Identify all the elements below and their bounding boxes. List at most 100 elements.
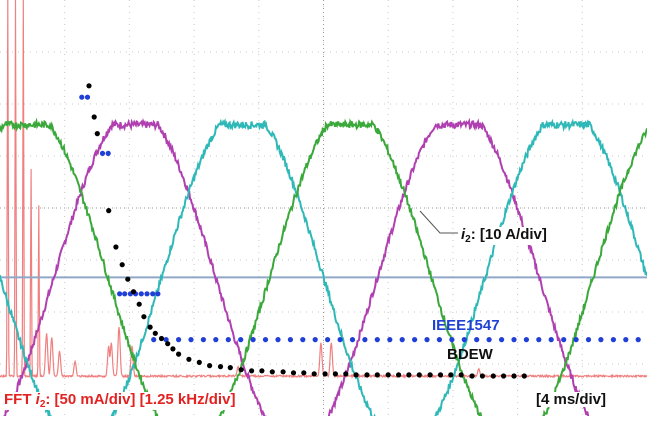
bdew-point [207,363,213,369]
ieee1547-point [461,337,467,343]
ieee1547-point [635,337,641,343]
bdew-point [130,289,137,295]
bdew-point [501,373,507,379]
ieee1547-point [362,337,368,343]
ieee1547-point [117,291,123,297]
ieee1547-point [499,337,505,343]
bdew-point [119,262,125,268]
bdew-point [427,372,433,378]
current-symbol: i [461,226,466,243]
ieee1547-point [84,94,91,100]
bdew-point [353,372,359,378]
bdew-point [91,114,97,120]
ieee1547-point [213,337,219,343]
bdew-point [186,356,192,362]
ieee1547-point [200,337,206,343]
bdew-point [170,346,176,352]
ieee1547-point [99,150,106,156]
bdew-point [86,83,92,89]
bdew-point [511,373,517,379]
bdew-point [301,370,307,376]
bdew-point [490,373,496,379]
ieee1547-point [105,150,111,156]
ieee1547-point [225,337,231,343]
ieee1547-limit-points [79,94,641,343]
bdew-point [416,372,422,378]
ieee1547-point [188,337,194,343]
bdew-point [165,341,171,347]
bdew-point [374,372,380,378]
bdew-point [176,351,182,357]
ieee1547-point [337,337,343,343]
time-scale-label: [4 ms/div] [534,391,609,408]
bdew-point [249,368,255,374]
ieee1547-point [176,337,182,343]
ieee1547-point [349,337,356,343]
ieee1547-point [144,291,150,297]
bdew-point [343,371,349,377]
bdew-point [396,372,402,378]
ieee1547-point [548,337,554,343]
current-subscript: 2 [465,234,471,245]
bdew-point [311,371,317,377]
bdew-point [136,301,142,307]
bdew-point [125,276,131,282]
bdew-point [238,367,244,373]
bdew-point [469,373,475,379]
fft-scale: : [50 mA/div] [1.25 kHz/div] [45,391,236,408]
fft-symbol: i [35,391,40,408]
ieee1547-point [122,291,128,297]
bdew-point [479,373,485,379]
ieee1547-point [585,337,592,343]
ieee1547-point [79,94,85,100]
bdew-point [227,365,233,371]
ieee1547-point [623,337,629,343]
ieee1547-point [287,337,293,343]
bdew-point [332,371,338,377]
bdew-point [290,370,297,376]
ieee1547-point [523,337,530,343]
phase-wave-2 [0,118,647,421]
ieee1547-point [150,291,156,297]
fft-scale-label: FFT i2: [50 mA/div] [1.25 kHz/div] [2,391,238,410]
bdew-point [113,244,119,250]
ieee1547-point [325,337,331,343]
phase-wave-3 [0,117,647,421]
ieee1547-point [163,337,169,343]
bdew-point [458,372,464,378]
bdew-point [448,372,454,378]
ieee1547-point [511,337,517,343]
ground-marker [419,210,458,234]
ieee1547-point [474,337,480,343]
bdew-point [94,131,100,137]
bdew-point [259,368,265,374]
bdew-point [141,314,147,320]
ieee1547-point [262,337,269,343]
bdew-point [521,373,527,379]
bdew-point [437,372,444,378]
phase-currents [0,117,647,421]
bdew-point [406,372,412,378]
ieee1547-point [436,337,442,343]
ieee1547-point [374,337,380,343]
ieee1547-point [399,337,405,343]
ieee1547-point [424,337,430,343]
current-scale: [10 A/div] [479,226,547,243]
ieee1547-point [155,291,161,297]
bdew-point [158,335,165,342]
bdew-point [269,369,275,375]
bdew-point [322,371,328,377]
ieee1547-point [573,337,579,343]
bdew-label: BDEW [447,346,493,363]
bdew-point [217,364,224,370]
fft-subscript: 2 [39,399,46,410]
ieee1547-point [486,337,492,343]
ieee1547-point [151,337,157,343]
ieee1547-point [238,337,244,343]
bdew-point [385,372,391,378]
bdew-point [280,369,286,375]
ieee1547-point [275,337,281,343]
